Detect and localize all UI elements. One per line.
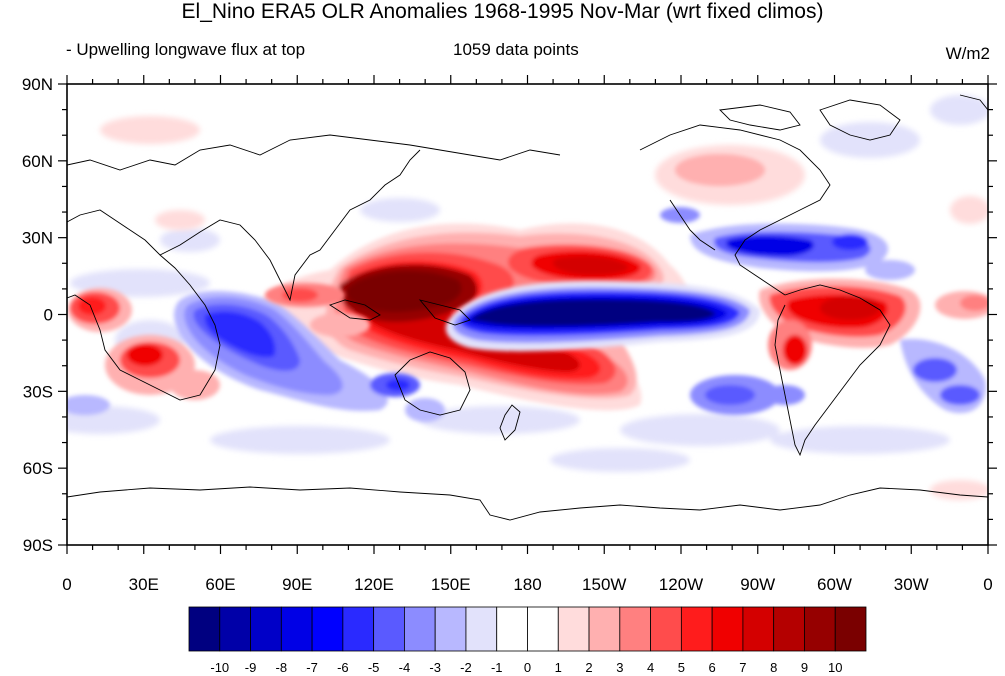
colorbar-label: 7 (739, 660, 746, 675)
lon-label: 150W (582, 575, 626, 594)
longitude-labels: 0 30E 60E 90E 120E 150E 180 150W 120W 90W 60W 30W 0 (62, 575, 992, 594)
colorbar-swatch (619, 606, 651, 652)
lon-label: 90W (740, 575, 775, 594)
lat-label: 90S (23, 536, 53, 555)
colorbar-swatch (773, 606, 805, 652)
colorbar-swatch (250, 606, 282, 652)
colorbar-label: -7 (306, 660, 318, 675)
colorbar-swatch (434, 606, 467, 652)
lat-label: 60N (22, 152, 53, 171)
colorbar-swatch (219, 606, 251, 652)
colorbar-label: 0 (524, 660, 531, 675)
colorbar-label: -9 (245, 660, 257, 675)
lon-label: 60W (817, 575, 852, 594)
colorbar-swatch (373, 606, 405, 652)
colorbar-swatch (280, 606, 313, 652)
colorbar-swatch (342, 606, 375, 652)
lat-label: 30S (23, 382, 53, 401)
colorbar-label: 5 (678, 660, 685, 675)
lat-label: 30N (22, 229, 53, 248)
lon-label: 180 (513, 575, 541, 594)
colorbar-swatch (711, 606, 744, 652)
colorbar-label: 10 (828, 660, 842, 675)
colorbar-swatch (588, 606, 621, 652)
lon-label: 0 (62, 575, 71, 594)
colorbar-swatch (496, 606, 528, 652)
anomaly-field (67, 84, 988, 545)
colorbar-swatch (742, 606, 775, 652)
colorbar-swatch (650, 606, 682, 652)
variable-description: - Upwelling longwave flux at top (66, 40, 306, 59)
lon-label: 120E (354, 575, 394, 594)
map-title: El_Nino ERA5 OLR Anomalies 1968-1995 Nov… (181, 0, 824, 23)
colorbar-swatch (804, 606, 836, 652)
colorbar-label: 2 (585, 660, 592, 675)
lat-label: 0 (44, 306, 53, 325)
colorbar-label: -3 (429, 660, 441, 675)
lon-label: 90E (282, 575, 312, 594)
colorbar-label: -1 (491, 660, 503, 675)
colorbar-swatch (404, 606, 436, 652)
colorbar-swatch (834, 606, 867, 652)
lon-label: 60E (205, 575, 235, 594)
latitude-labels: 90N 60N 30N 0 30S 60S 90S (22, 75, 53, 555)
lon-label: 0 (983, 575, 992, 594)
colorbar-swatch (188, 606, 221, 652)
colorbar-swatch (465, 606, 498, 652)
data-point-count: 1059 data points (453, 40, 579, 59)
colorbar-label: -6 (337, 660, 349, 675)
colorbar-label: 8 (770, 660, 777, 675)
colorbar-swatch (680, 606, 713, 652)
lon-label: 30E (129, 575, 159, 594)
colorbar-label: -8 (276, 660, 288, 675)
colorbar-label: -10 (210, 660, 229, 675)
colorbar-label: 6 (709, 660, 716, 675)
lon-label: 120W (659, 575, 703, 594)
colorbar-labels: -10 -9 -8 -7 -6 -5 -4 -3 -2 -1 0 1 2 3 4 5 6 7 8 9 10 (210, 660, 842, 675)
coastlines (67, 94, 988, 521)
units-label: W/m2 (945, 44, 990, 63)
colorbar-label: 9 (801, 660, 808, 675)
colorbar-label: -5 (368, 660, 380, 675)
colorbar-swatch (527, 606, 559, 652)
colorbar-label: 1 (555, 660, 562, 675)
colorbar-swatch (557, 606, 590, 652)
colorbar-label: 3 (616, 660, 623, 675)
lon-label: 150E (431, 575, 471, 594)
colorbar-label: -2 (460, 660, 472, 675)
colorbar-swatch (311, 606, 344, 652)
lat-label: 60S (23, 459, 53, 478)
colorbar (188, 606, 867, 652)
lat-label: 90N (22, 75, 53, 94)
axis-ticks (58, 75, 997, 554)
lon-label: 30W (894, 575, 929, 594)
colorbar-label: -4 (399, 660, 411, 675)
colorbar-label: 4 (647, 660, 654, 675)
